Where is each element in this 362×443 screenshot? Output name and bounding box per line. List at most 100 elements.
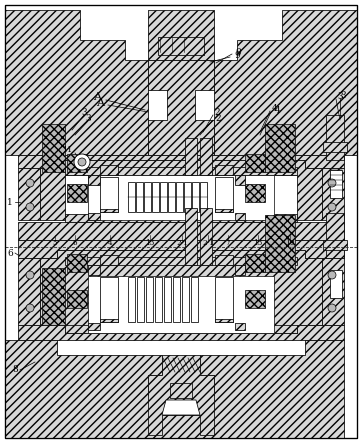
Text: 2: 2 xyxy=(214,108,220,117)
Polygon shape xyxy=(67,154,87,172)
Polygon shape xyxy=(67,254,87,272)
Polygon shape xyxy=(200,138,212,175)
Polygon shape xyxy=(184,182,191,212)
Polygon shape xyxy=(214,10,357,155)
Polygon shape xyxy=(182,277,189,322)
Polygon shape xyxy=(146,277,153,322)
Text: 3: 3 xyxy=(81,108,87,117)
Text: 10: 10 xyxy=(285,239,295,247)
Polygon shape xyxy=(215,277,233,322)
Polygon shape xyxy=(192,182,199,212)
Polygon shape xyxy=(137,277,144,322)
Polygon shape xyxy=(322,168,344,220)
Polygon shape xyxy=(245,254,265,272)
Polygon shape xyxy=(18,155,344,168)
Text: 2: 2 xyxy=(215,113,221,123)
Polygon shape xyxy=(18,325,344,340)
Polygon shape xyxy=(235,323,245,330)
Circle shape xyxy=(26,271,34,279)
Polygon shape xyxy=(176,182,183,212)
Polygon shape xyxy=(215,209,233,212)
Circle shape xyxy=(26,203,34,211)
Polygon shape xyxy=(200,208,212,265)
Polygon shape xyxy=(67,184,87,202)
Circle shape xyxy=(26,179,34,187)
Polygon shape xyxy=(235,175,245,185)
Polygon shape xyxy=(18,258,40,325)
Polygon shape xyxy=(215,319,233,322)
Text: 3: 3 xyxy=(340,90,346,100)
Polygon shape xyxy=(100,209,118,212)
Polygon shape xyxy=(5,5,357,438)
Polygon shape xyxy=(67,290,87,308)
Polygon shape xyxy=(160,182,167,212)
Polygon shape xyxy=(330,270,342,298)
Text: 1: 1 xyxy=(7,198,13,206)
Polygon shape xyxy=(100,255,118,265)
Polygon shape xyxy=(88,213,100,220)
Polygon shape xyxy=(215,165,233,175)
Polygon shape xyxy=(65,167,297,175)
Text: 3: 3 xyxy=(85,113,91,123)
Polygon shape xyxy=(148,355,214,435)
Polygon shape xyxy=(65,214,297,222)
Text: 3: 3 xyxy=(337,92,343,101)
Polygon shape xyxy=(100,277,118,322)
Polygon shape xyxy=(88,175,274,220)
Polygon shape xyxy=(245,154,265,172)
Polygon shape xyxy=(88,276,274,333)
Polygon shape xyxy=(65,257,297,265)
Polygon shape xyxy=(18,168,40,220)
Circle shape xyxy=(78,158,86,166)
Text: 13: 13 xyxy=(253,239,262,247)
Polygon shape xyxy=(235,213,245,220)
Text: 9: 9 xyxy=(234,51,240,59)
Polygon shape xyxy=(100,177,118,212)
Polygon shape xyxy=(128,277,135,322)
Polygon shape xyxy=(162,400,200,415)
Text: 4: 4 xyxy=(275,105,281,114)
Polygon shape xyxy=(42,268,65,325)
Polygon shape xyxy=(128,182,135,212)
Polygon shape xyxy=(235,265,245,275)
Polygon shape xyxy=(215,177,233,212)
Polygon shape xyxy=(323,240,347,250)
Polygon shape xyxy=(40,250,322,333)
Polygon shape xyxy=(185,208,197,265)
Text: 4: 4 xyxy=(108,239,112,247)
Polygon shape xyxy=(88,265,100,275)
Polygon shape xyxy=(191,277,198,322)
Circle shape xyxy=(328,203,336,211)
Polygon shape xyxy=(215,255,233,265)
Text: A: A xyxy=(96,98,104,108)
Polygon shape xyxy=(330,170,342,198)
Polygon shape xyxy=(100,165,118,175)
Text: 7: 7 xyxy=(226,239,230,247)
Text: 2-1: 2-1 xyxy=(176,239,188,247)
Polygon shape xyxy=(5,10,148,155)
Polygon shape xyxy=(322,258,344,325)
Polygon shape xyxy=(136,182,143,212)
Text: 13: 13 xyxy=(146,239,155,247)
Polygon shape xyxy=(164,277,171,322)
Text: 11: 11 xyxy=(62,146,72,154)
Polygon shape xyxy=(170,383,192,398)
Polygon shape xyxy=(245,184,265,202)
Polygon shape xyxy=(148,60,214,155)
Polygon shape xyxy=(168,182,175,212)
Polygon shape xyxy=(155,277,162,322)
Polygon shape xyxy=(148,10,214,60)
Polygon shape xyxy=(326,115,344,160)
Polygon shape xyxy=(88,175,100,185)
Polygon shape xyxy=(173,277,180,322)
Text: 6: 6 xyxy=(7,249,13,257)
Polygon shape xyxy=(265,124,295,172)
Polygon shape xyxy=(200,182,207,212)
Text: A: A xyxy=(93,92,101,102)
Text: 8: 8 xyxy=(12,365,18,374)
Circle shape xyxy=(328,304,336,312)
Polygon shape xyxy=(40,160,322,220)
Text: 9: 9 xyxy=(235,47,241,57)
Polygon shape xyxy=(152,182,159,212)
Polygon shape xyxy=(245,290,265,308)
